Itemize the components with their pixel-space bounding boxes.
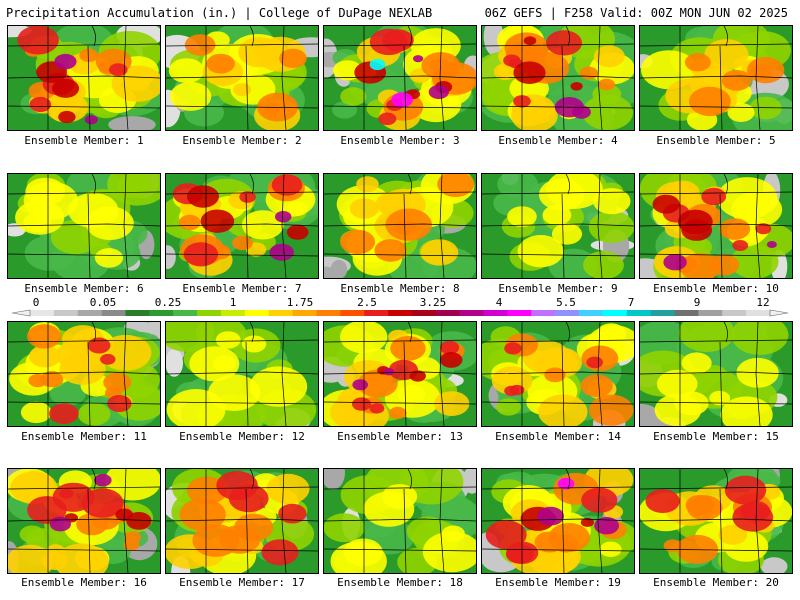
colorbar-swatch [268, 310, 293, 316]
colorbar-swatch [244, 310, 270, 316]
colorbar-swatch [698, 310, 723, 316]
ensemble-member-caption: Ensemble Member: 6 [24, 282, 144, 295]
ensemble-member-map [7, 173, 161, 279]
colorbar-left-arrow [11, 309, 31, 317]
colorbar-swatch [149, 310, 174, 316]
colorbar-swatch [435, 310, 460, 316]
colorbar-right-arrow [769, 309, 789, 317]
ensemble-member-caption: Ensemble Member: 2 [182, 134, 302, 147]
colorbar-swatch [125, 310, 150, 316]
ensemble-member-caption: Ensemble Member: 18 [337, 576, 463, 589]
colorbar-swatch [626, 310, 651, 316]
ensemble-member-map [639, 321, 793, 427]
colorbar-swatch [483, 310, 508, 316]
colorbar-tick-label: 0.05 [89, 296, 117, 309]
ensemble-member-caption: Ensemble Member: 17 [179, 576, 305, 589]
colorbar-swatch [173, 310, 198, 316]
colorbar-swatch [388, 310, 413, 316]
colorbar-tick-label: 4 [495, 296, 503, 309]
colorbar-swatch [53, 310, 79, 316]
ensemble-member-caption: Ensemble Member: 4 [498, 134, 618, 147]
colorbar-tick-label: 7 [627, 296, 635, 309]
colorbar-swatch [555, 310, 580, 316]
ensemble-member-map [323, 173, 477, 279]
colorbar-swatch [746, 310, 771, 316]
ensemble-member-map [481, 173, 635, 279]
colorbar-tick-label: 9 [693, 296, 701, 309]
ensemble-member-map [481, 25, 635, 131]
ensemble-member-map [165, 468, 319, 574]
ensemble-member-map [481, 321, 635, 427]
colorbar-tick-label: 0 [32, 296, 40, 309]
ensemble-member-map [165, 173, 319, 279]
colorbar-swatch [197, 310, 222, 316]
model-run-info: 06Z GEFS | F258 Valid: 00Z MON JUN 02 20… [484, 6, 788, 20]
colorbar-swatch [292, 310, 317, 316]
colorbar-tick-label: 5.5 [556, 296, 576, 309]
ensemble-member-caption: Ensemble Member: 3 [340, 134, 460, 147]
colorbar-swatch [674, 310, 699, 316]
ensemble-member-caption: Ensemble Member: 5 [656, 134, 776, 147]
ensemble-member-caption: Ensemble Member: 16 [21, 576, 147, 589]
colorbar-tick-label: 12 [756, 296, 770, 309]
ensemble-member-map [7, 25, 161, 131]
ensemble-member-caption: Ensemble Member: 19 [495, 576, 621, 589]
ensemble-member-caption: Ensemble Member: 13 [337, 430, 463, 443]
colorbar-swatch [531, 310, 556, 316]
ensemble-member-map [165, 321, 319, 427]
ensemble-member-caption: Ensemble Member: 10 [653, 282, 779, 295]
ensemble-member-caption: Ensemble Member: 15 [653, 430, 779, 443]
colorbar-swatch [220, 310, 246, 316]
colorbar-swatch [316, 310, 341, 316]
colorbar-tick-label: 1.75 [286, 296, 314, 309]
ensemble-member-map [323, 25, 477, 131]
colorbar-swatch [459, 310, 484, 316]
colorbar-swatch [77, 310, 102, 316]
colorbar-tick-label: 1 [229, 296, 237, 309]
colorbar-tick-label: 0.25 [154, 296, 182, 309]
ensemble-member-map [165, 25, 319, 131]
colorbar-tick-label: 2.5 [357, 296, 377, 309]
colorbar-swatch [602, 310, 628, 316]
colorbar-swatch [722, 310, 747, 316]
ensemble-member-map [7, 321, 161, 427]
colorbar-swatch [411, 310, 437, 316]
ensemble-member-caption: Ensemble Member: 11 [21, 430, 147, 443]
ensemble-member-map [323, 321, 477, 427]
ensemble-member-caption: Ensemble Member: 14 [495, 430, 621, 443]
colorbar-swatch [650, 310, 675, 316]
colorbar-tick-label: 3.25 [419, 296, 447, 309]
ensemble-member-map [639, 468, 793, 574]
ensemble-member-map [7, 468, 161, 574]
precipitation-colorbar [11, 309, 789, 317]
ensemble-member-caption: Ensemble Member: 7 [182, 282, 302, 295]
colorbar-swatch [507, 310, 532, 316]
colorbar-swatch [579, 310, 604, 316]
map-title: Precipitation Accumulation (in.) | Colle… [6, 6, 433, 20]
ensemble-member-map [481, 468, 635, 574]
colorbar-swatch [340, 310, 365, 316]
ensemble-member-caption: Ensemble Member: 8 [340, 282, 460, 295]
ensemble-member-caption: Ensemble Member: 1 [24, 134, 144, 147]
ensemble-member-caption: Ensemble Member: 20 [653, 576, 779, 589]
ensemble-member-map [323, 468, 477, 574]
ensemble-member-caption: Ensemble Member: 9 [498, 282, 618, 295]
ensemble-member-map [639, 25, 793, 131]
colorbar-swatch [30, 310, 55, 316]
ensemble-member-caption: Ensemble Member: 12 [179, 430, 305, 443]
ensemble-member-map [639, 173, 793, 279]
colorbar-swatch [364, 310, 389, 316]
colorbar-swatch [101, 310, 126, 316]
